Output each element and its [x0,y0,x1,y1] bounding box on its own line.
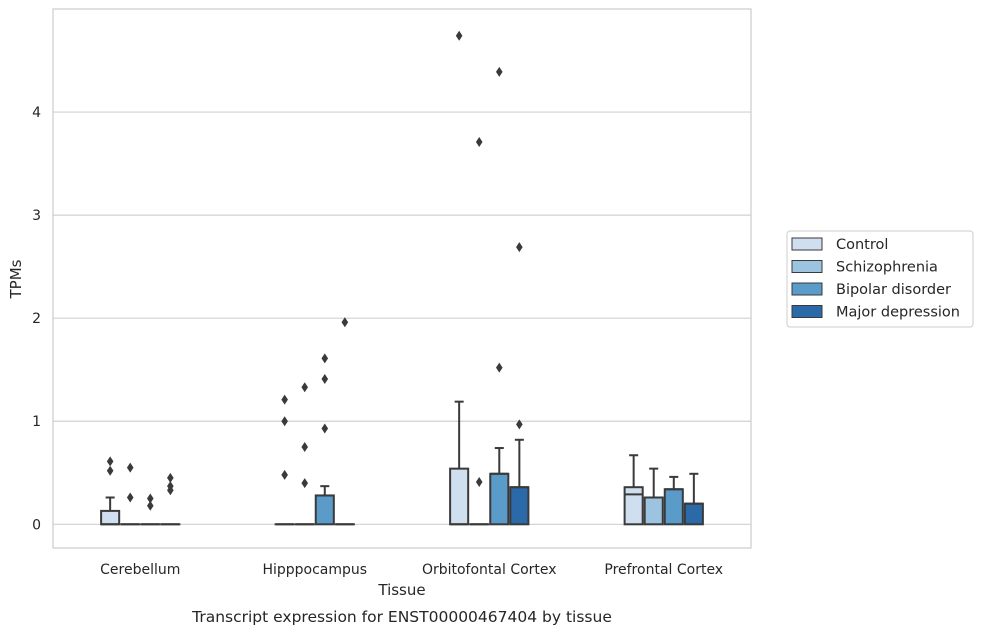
box-3-0 [623,454,644,526]
outlier-point [301,382,309,393]
outlier-point [455,30,463,41]
legend-label: Control [836,237,888,253]
outlier-point [475,136,483,147]
outlier-point [167,485,174,496]
legend-label: Schizophrenia [836,260,938,276]
box-body [489,472,510,526]
outlier-point [495,362,503,373]
legend-swatch [791,305,823,318]
y-tick-label: 4 [32,105,41,121]
legend-swatch [791,260,823,273]
box-3-2 [663,475,684,526]
outlier-point [516,242,523,253]
box-3-1 [643,467,664,526]
outlier-point [146,500,154,511]
box-body [623,486,644,526]
outlier-point [516,419,523,430]
box-body [314,494,335,526]
legend-swatch [791,237,823,251]
outlier-point [321,423,329,434]
y-tick-label: 3 [32,208,41,224]
x-tick-label: Orbitofontal Cortex [422,562,557,578]
outlier-point [281,394,288,405]
outlier-point [281,469,288,480]
box-3-3 [683,472,704,526]
x-tick-label: Prefrontal Cortex [604,562,723,578]
boxes [100,400,704,526]
y-axis-ticks: 0 1 2 3 4 [32,105,41,533]
gridlines [53,111,751,525]
outlier-point [281,416,288,427]
box-0-0 [100,496,121,526]
box-body [643,496,664,526]
outlier-point [475,477,483,488]
outlier-point [146,493,154,504]
outlier-point [301,478,309,489]
legend-label: Major depression [836,305,960,321]
y-tick-label: 2 [32,311,41,327]
outlier-point [106,465,114,476]
x-tick-label: Hipppocampus [262,562,367,578]
x-axis-label: Tissue [377,581,425,599]
chart-caption: Transcript expression for ENST0000046740… [191,608,612,626]
box-2-0 [449,400,470,526]
x-tick-label: Cerebellum [100,562,180,578]
y-tick-label: 1 [32,414,41,430]
box-body [100,509,121,526]
outlier-point [126,492,134,503]
x-axis-ticks: Cerebellum Hipppocampus Orbitofontal Corte… [100,562,723,578]
box-body [683,502,704,526]
outlier-point [106,456,114,467]
box-body [509,486,530,526]
box-1-2 [314,485,335,526]
outlier-point [341,317,349,328]
outlier-point [321,373,329,384]
plot-area-frame [52,8,752,549]
outliers [106,30,523,511]
box-2-3 [509,438,530,526]
box-body [663,488,684,526]
legend-frame [786,230,974,328]
outlier-point [495,66,503,77]
outlier-point [301,442,309,453]
legend: Control Schizophrenia Bipolar disorder Majo… [786,230,974,328]
box-2-2 [489,447,510,526]
y-tick-label: 0 [32,517,41,533]
legend-label: Bipolar disorder [836,282,951,298]
outlier-point [321,353,329,364]
outlier-point [167,472,174,483]
outlier-point [126,462,134,473]
box-body [449,467,470,526]
y-axis-label: TPMs [7,259,25,299]
legend-swatch [791,282,823,296]
